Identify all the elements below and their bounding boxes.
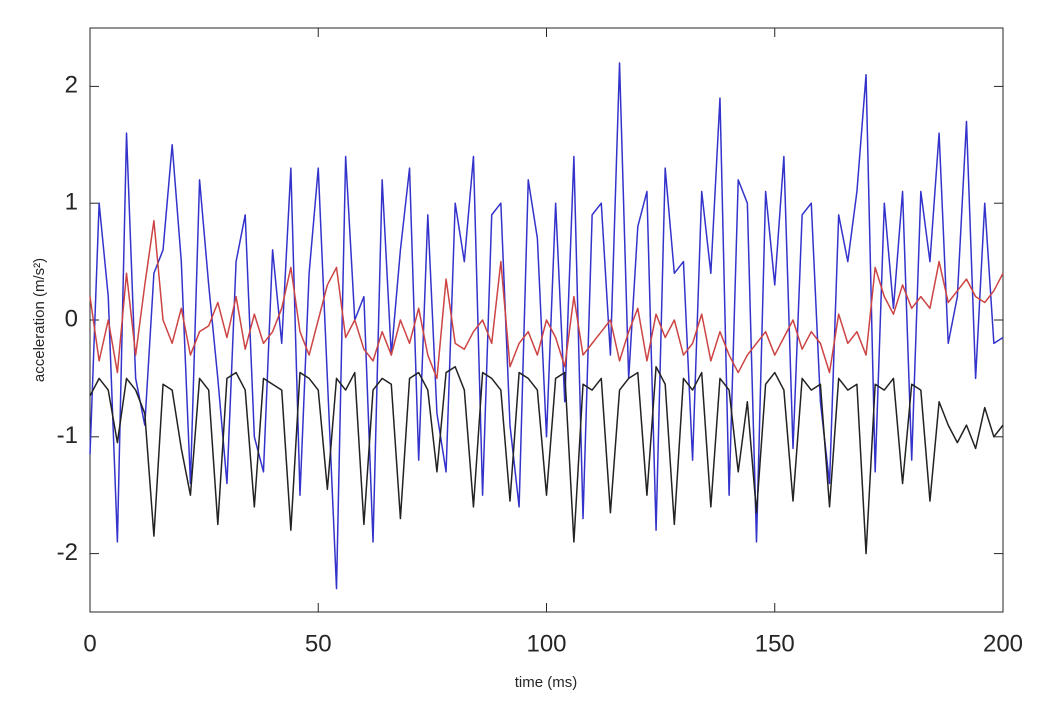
x-tick-label: 100 [526,630,566,657]
y-tick-label: 2 [65,72,78,99]
series-line [89,365,1004,555]
y-tick-label: 0 [65,305,78,332]
x-tick-label: 150 [755,630,795,657]
y-tick-label: 1 [65,189,78,216]
series-line [89,62,1004,590]
series-line [89,219,1004,380]
x-tick-label: 0 [83,630,96,657]
y-tick-label: -1 [57,422,78,449]
y-axis-label: acceleration (m/s²) [31,258,48,382]
x-axis-label: time (ms) [515,674,578,691]
x-tick-label: 200 [983,630,1023,657]
x-tick-label: 50 [305,630,332,657]
y-tick-label: -2 [57,539,78,566]
